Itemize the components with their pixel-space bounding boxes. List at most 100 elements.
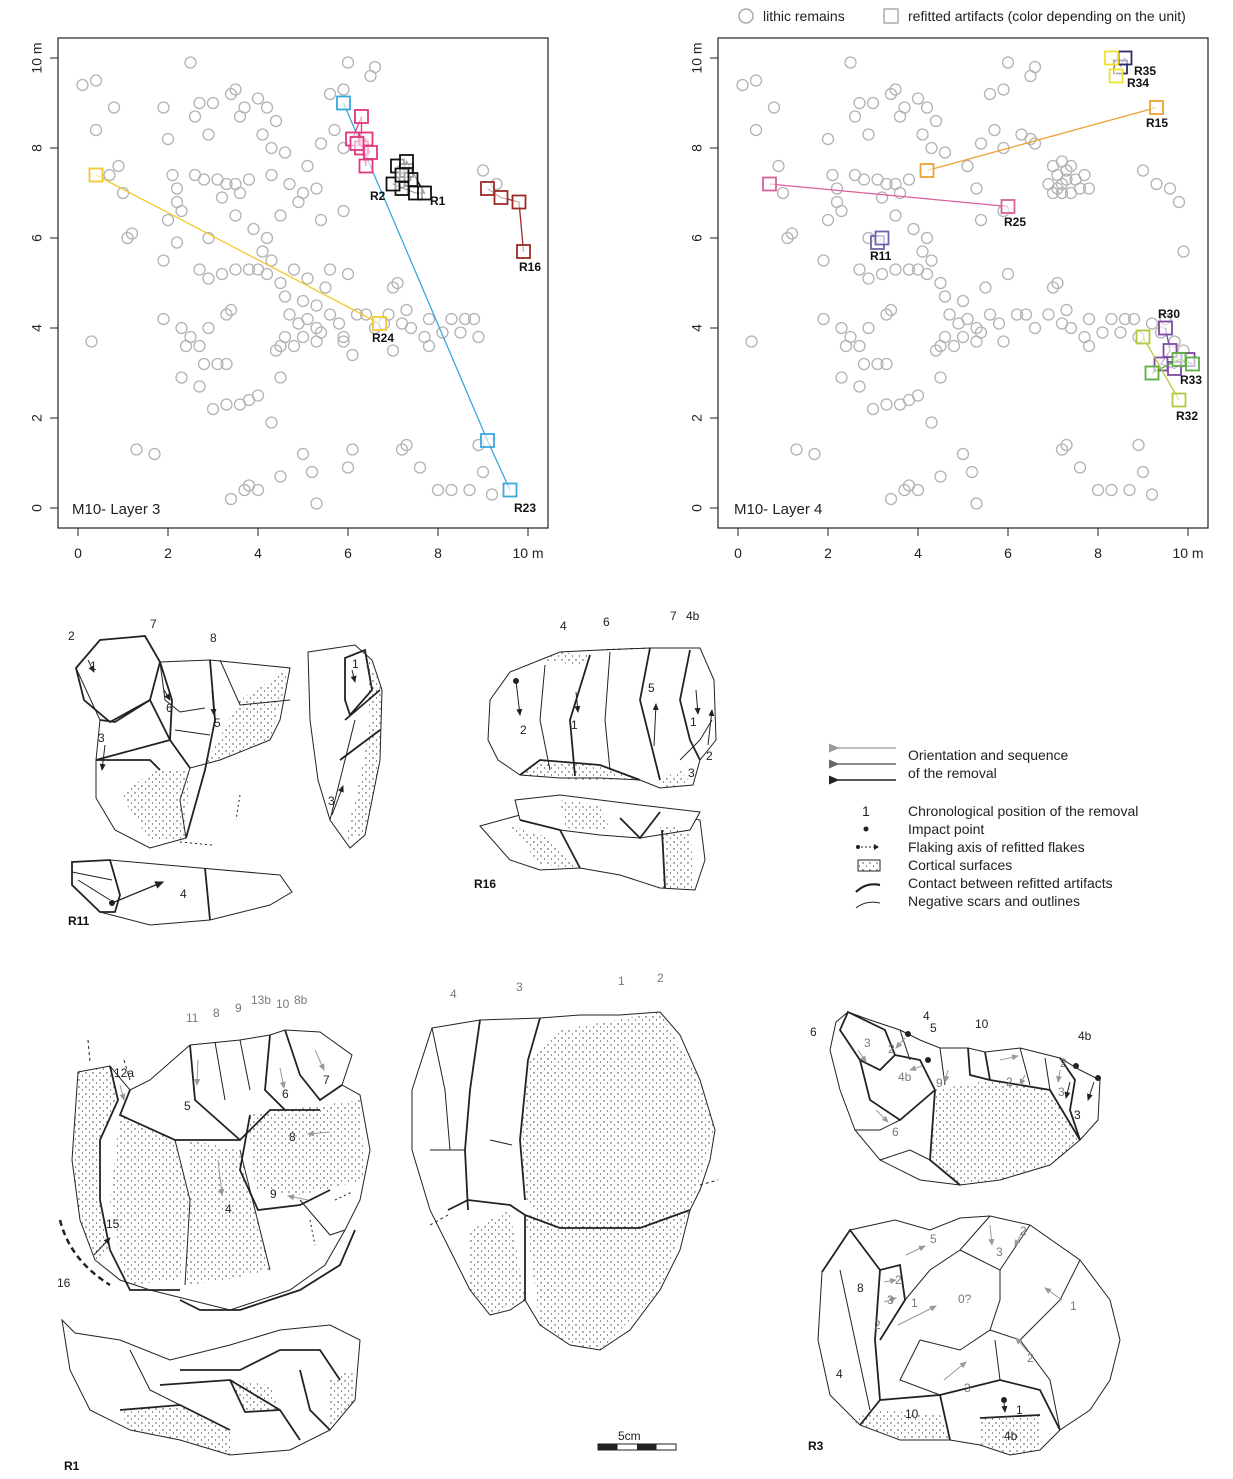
refit-series	[88, 95, 531, 498]
lithic-point	[89, 123, 103, 137]
lithic-point	[880, 177, 893, 191]
lithic-point	[215, 267, 229, 281]
lithic-point	[319, 281, 332, 294]
lithic-point	[983, 308, 997, 321]
lithic-point	[346, 443, 359, 456]
lithic-point	[184, 330, 197, 344]
r11-num: 2	[68, 629, 75, 643]
refit-marker-r25	[1000, 199, 1016, 214]
lithic-point	[992, 317, 1006, 330]
lithic-point	[871, 357, 884, 371]
r16-num: 1	[690, 715, 697, 729]
lithic-point	[161, 132, 175, 146]
plot-title: M10- Layer 3	[72, 501, 160, 518]
lithic-point	[238, 483, 251, 497]
lithic-point	[116, 186, 130, 200]
lithic-point	[485, 488, 499, 501]
lithic-point	[202, 128, 215, 141]
lithic-point	[188, 110, 202, 123]
lithic-point	[880, 308, 893, 321]
lithic-point	[310, 497, 323, 510]
top-legend: lithic remains refitted artifacts (color…	[738, 8, 1186, 24]
lithic-point	[889, 263, 902, 276]
lithic-point	[902, 173, 916, 186]
lithic-point	[790, 443, 803, 456]
r1-side-num: 1	[618, 974, 625, 988]
refit-marker-r1	[394, 167, 410, 183]
lithic-point	[395, 317, 409, 330]
legend-cortical: Cortical surfaces	[908, 857, 1012, 873]
lithic-point	[1060, 438, 1073, 452]
refit-marker-r30	[1158, 320, 1173, 336]
lithic-point	[875, 267, 889, 281]
lithic-point	[265, 168, 278, 182]
lithic-point	[1055, 177, 1069, 191]
lithic-point	[305, 465, 319, 479]
refit-marker-r15	[1149, 100, 1164, 115]
lithic-point	[166, 168, 179, 182]
lithic-point	[413, 461, 427, 474]
r3-num: 1	[1016, 1403, 1023, 1417]
refit-marker-r35	[1117, 50, 1133, 66]
label-r16: R16	[519, 260, 541, 274]
legend-contact: Contact between refitted artifacts	[908, 875, 1113, 891]
legend-impact: Impact point	[908, 821, 984, 837]
lithic-point	[1060, 303, 1073, 317]
y-tick-label: 4	[689, 324, 705, 332]
lithic-point	[943, 308, 956, 321]
lithic-point	[925, 254, 938, 267]
lithic-point	[310, 182, 323, 195]
lithic-point	[853, 339, 866, 353]
lithic-point	[386, 281, 400, 294]
r3-num: 0?	[958, 1292, 972, 1306]
lithic-point	[947, 339, 961, 353]
lithic-point	[391, 276, 404, 290]
r11-num: 1	[90, 659, 97, 673]
r3-num: 5	[930, 1232, 937, 1246]
r11-num: 6	[166, 701, 173, 715]
r1-num: 13b	[251, 993, 271, 1007]
scale-label: 5cm	[618, 1429, 641, 1443]
lithic-point	[161, 213, 175, 227]
lithic-point	[1105, 312, 1118, 326]
lithic-point	[1082, 312, 1096, 326]
r1-side-num: 3	[516, 980, 523, 994]
lithic-point	[1096, 326, 1109, 339]
lithic-point	[920, 231, 934, 245]
r11-num: 5	[214, 716, 221, 730]
lithic-points	[76, 56, 503, 510]
lithic-point	[283, 177, 296, 191]
lithic-point	[934, 276, 947, 290]
r11-num: 1	[352, 657, 359, 671]
y-tick-label: 10 m	[689, 42, 705, 73]
lithic-point	[274, 209, 287, 222]
lithic-point	[1078, 168, 1091, 182]
r3-num: 2	[895, 1273, 902, 1287]
lithic-point	[1060, 173, 1073, 186]
lithic-point	[445, 312, 458, 326]
label-r30: R30	[1158, 307, 1180, 321]
lithic-point	[287, 263, 301, 276]
lithic-point	[785, 227, 799, 240]
refit-marker-r16	[493, 190, 509, 205]
r1-num: 12a	[114, 1066, 134, 1080]
legend-orientation: Orientation and sequence	[908, 747, 1069, 763]
lithic-point	[835, 321, 848, 335]
refit-series	[762, 50, 1200, 408]
r16-num: 4	[560, 619, 567, 633]
lithic-point	[889, 209, 902, 222]
y-tick-label: 0	[689, 504, 705, 512]
lithic-point	[269, 114, 283, 128]
refit-marker-r34	[1104, 50, 1119, 66]
lithic-point	[251, 92, 265, 105]
refit-marker-r2	[358, 158, 374, 174]
r1-num: 16	[57, 1276, 71, 1290]
r3-num: 3	[964, 1381, 971, 1395]
lithic-point	[175, 321, 188, 335]
lithic-point	[445, 483, 458, 497]
r3-num: 3	[996, 1245, 1003, 1259]
lithic-point	[274, 276, 287, 290]
lithic-point	[880, 398, 893, 411]
lithic-point	[925, 416, 938, 429]
lithic-point	[229, 263, 242, 276]
